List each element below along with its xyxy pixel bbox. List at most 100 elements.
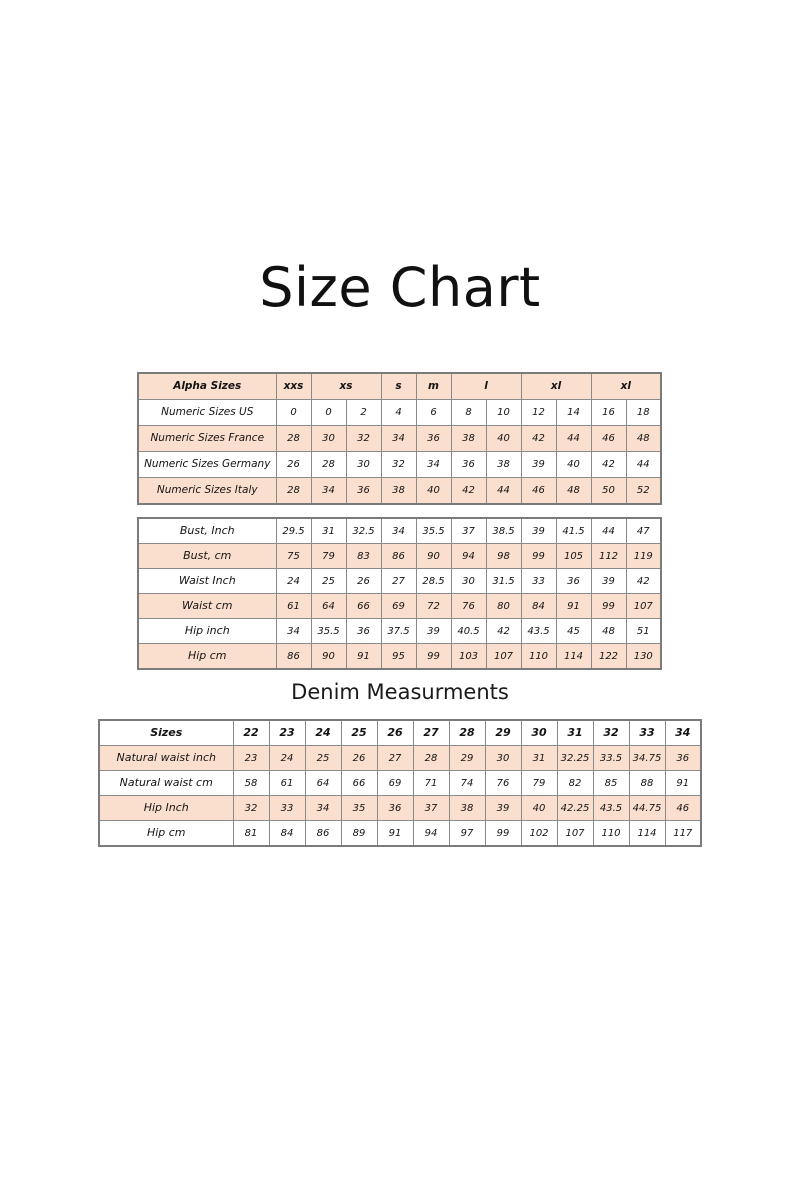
cell: 23 [232,745,270,771]
table-row: Bust, Inch 29.5 31 32.5 34 35.5 37 38.5 … [137,517,662,544]
cell: 34 [415,451,452,478]
table-row: Waist Inch 24 25 26 27 28.5 30 31.5 33 3… [137,568,662,594]
cell: 34.75 [628,745,666,771]
denim-size-header: 30 [520,719,558,746]
cell: 34 [380,517,417,544]
cell: 47 [625,517,662,544]
cell: 72 [415,593,452,619]
denim-size-header: 28 [448,719,486,746]
cell: 32.5 [345,517,382,544]
cell: 28 [310,451,347,478]
cell: 0 [275,399,312,426]
row-label: Numeric Sizes France [137,425,277,452]
table-header-row: Alpha Sizes xxs xs s m l xl xl [137,372,662,400]
cell: 119 [625,543,662,569]
cell: 102 [520,820,558,847]
cell: 38 [448,795,486,821]
alpha-group-xl-1: xl [520,372,592,400]
cell: 40.5 [450,618,487,644]
table-row: Waist cm 61 64 66 69 72 76 80 84 91 99 1… [137,593,662,619]
cell: 69 [376,770,414,796]
cell: 94 [450,543,487,569]
cell: 89 [340,820,378,847]
cell: 48 [555,477,592,505]
cell: 30 [450,568,487,594]
cell: 34 [275,618,312,644]
cell: 30 [484,745,522,771]
cell: 79 [310,543,347,569]
cell: 33 [268,795,306,821]
cell: 39 [415,618,452,644]
cell: 84 [268,820,306,847]
cell: 35 [340,795,378,821]
cell: 36 [664,745,702,771]
cell: 2 [345,399,382,426]
cell: 95 [380,643,417,670]
row-label: Waist Inch [137,568,277,594]
table-row: Numeric Sizes Italy 28 34 36 38 40 42 44… [137,477,662,505]
cell: 31 [310,517,347,544]
cell: 99 [520,543,557,569]
table-header-row: Sizes 22 23 24 25 26 27 28 29 30 31 32 3… [98,719,702,746]
denim-size-header: 27 [412,719,450,746]
cell: 32 [380,451,417,478]
cell: 107 [485,643,522,670]
cell: 30 [310,425,347,452]
cell: 97 [448,820,486,847]
table-row: Hip cm 81 84 86 89 91 94 97 99 102 107 1… [98,820,702,847]
cell: 31 [520,745,558,771]
cell: 98 [485,543,522,569]
cell: 25 [310,568,347,594]
cell: 91 [664,770,702,796]
cell: 40 [555,451,592,478]
alpha-sizes-table: Alpha Sizes xxs xs s m l xl xl Numeric S… [137,372,663,505]
denim-size-header: 25 [340,719,378,746]
alpha-table-body: Alpha Sizes xxs xs s m l xl xl Numeric S… [137,372,662,505]
cell: 40 [415,477,452,505]
alpha-group-m: m [415,372,452,400]
row-label: Hip inch [137,618,277,644]
cell: 12 [520,399,557,426]
cell: 86 [275,643,312,670]
cell: 42 [590,451,627,478]
cell: 34 [380,425,417,452]
cell: 84 [520,593,557,619]
cell: 4 [380,399,417,426]
cell: 82 [556,770,594,796]
cell: 52 [625,477,662,505]
cell: 88 [628,770,666,796]
cell: 44.75 [628,795,666,821]
cell: 40 [520,795,558,821]
cell: 91 [345,643,382,670]
table-row: Natural waist cm 58 61 64 66 69 71 74 76… [98,770,702,796]
cell: 76 [450,593,487,619]
cell: 114 [628,820,666,847]
cell: 79 [520,770,558,796]
cell: 114 [555,643,592,670]
cell: 33 [520,568,557,594]
cell: 42 [520,425,557,452]
cell: 46 [590,425,627,452]
cell: 107 [625,593,662,619]
cell: 28.5 [415,568,452,594]
cell: 31.5 [485,568,522,594]
table-row: Natural waist inch 23 24 25 26 27 28 29 … [98,745,702,771]
cell: 64 [304,770,342,796]
cell: 6 [415,399,452,426]
cell: 42 [450,477,487,505]
cell: 80 [485,593,522,619]
alpha-group-xl-2: xl [590,372,662,400]
cell: 51 [625,618,662,644]
cell: 39 [590,568,627,594]
cell: 29 [448,745,486,771]
cell: 38 [380,477,417,505]
cell: 32.25 [556,745,594,771]
cell: 35.5 [415,517,452,544]
cell: 46 [664,795,702,821]
cell: 130 [625,643,662,670]
cell: 43.5 [520,618,557,644]
alpha-group-s: s [380,372,417,400]
cell: 26 [345,568,382,594]
table-row: Hip Inch 32 33 34 35 36 37 38 39 40 42.2… [98,795,702,821]
